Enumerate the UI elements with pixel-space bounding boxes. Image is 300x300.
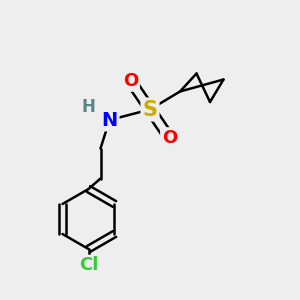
Text: N: N: [101, 110, 118, 130]
Text: O: O: [123, 72, 138, 90]
Text: O: O: [162, 129, 177, 147]
Text: Cl: Cl: [79, 256, 98, 274]
Text: S: S: [142, 100, 158, 119]
Text: H: H: [82, 98, 95, 116]
